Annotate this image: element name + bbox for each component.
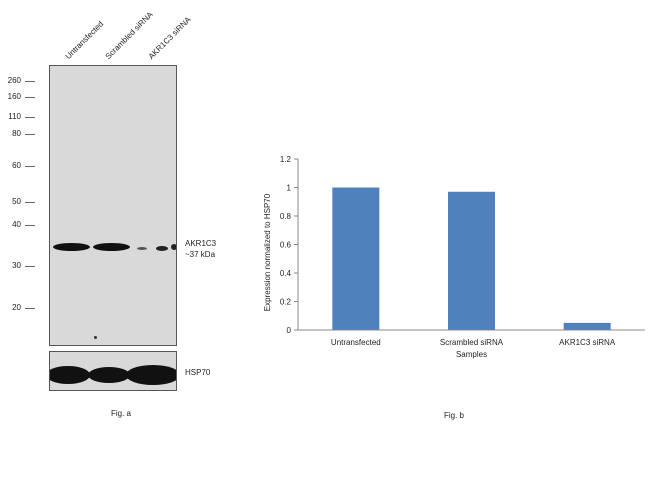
band-akr1c3-sirna-faint: [137, 247, 147, 250]
band-scrambled: [93, 243, 130, 251]
x-tick-label: AKR1C3 siRNA: [559, 338, 616, 347]
marker-tick: [25, 166, 35, 167]
marker-160: 160: [7, 92, 21, 101]
band-hsp70-scrambled: [88, 367, 130, 383]
fig-b-caption: Fig. b: [444, 411, 465, 420]
bar-akr1c3-sirna: [563, 322, 611, 330]
marker-80: 80: [12, 129, 21, 138]
marker-tick: [25, 97, 35, 98]
marker-tick: [25, 134, 35, 135]
band-label-size: ~37 kDa: [185, 250, 216, 259]
bar-untransfected: [332, 187, 380, 330]
band-untransfected: [53, 243, 90, 251]
band-hsp70-akr1c3-sirna: [126, 365, 176, 385]
marker-tick: [25, 266, 35, 267]
blot-panel-hsp70: [49, 351, 177, 391]
y-tick-label: 0.4: [280, 269, 292, 278]
y-tick-label: 1.2: [280, 155, 292, 164]
marker-50: 50: [12, 197, 21, 206]
marker-tick: [25, 225, 35, 226]
band-label-akr1c3: AKR1C3: [185, 239, 217, 248]
band-akr1c3-sirna: [156, 246, 168, 251]
band-label-hsp70: HSP70: [185, 368, 211, 377]
marker-30: 30: [12, 261, 21, 270]
y-axis-title: Expression normalized to HSP70: [263, 193, 272, 311]
bar-scrambled-sirna: [448, 191, 495, 330]
marker-60: 60: [12, 161, 21, 170]
marker-40: 40: [12, 220, 21, 229]
x-tick-label: Scrambled siRNA: [440, 338, 504, 347]
y-tick-label: 0: [287, 326, 292, 335]
band-akr1c3-sirna-edge: [171, 244, 176, 250]
marker-20: 20: [12, 303, 21, 312]
y-tick-label: 0.8: [280, 212, 292, 221]
band-hsp70-untransfected: [50, 366, 90, 384]
marker-tick: [25, 308, 35, 309]
marker-260: 260: [7, 76, 21, 85]
y-tick-label: 1: [287, 184, 292, 193]
y-tick-label: 0.2: [280, 298, 292, 307]
marker-110: 110: [8, 112, 21, 121]
marker-tick: [25, 202, 35, 203]
y-tick-label: 0.6: [280, 241, 292, 250]
marker-tick: [25, 81, 35, 82]
speck: [94, 336, 97, 339]
blot-panel-akr1c3: [49, 65, 177, 346]
fig-a-caption: Fig. a: [111, 409, 132, 418]
x-tick-label: Untransfected: [331, 338, 381, 347]
x-axis-title: Samples: [456, 350, 487, 359]
marker-tick: [25, 117, 35, 118]
